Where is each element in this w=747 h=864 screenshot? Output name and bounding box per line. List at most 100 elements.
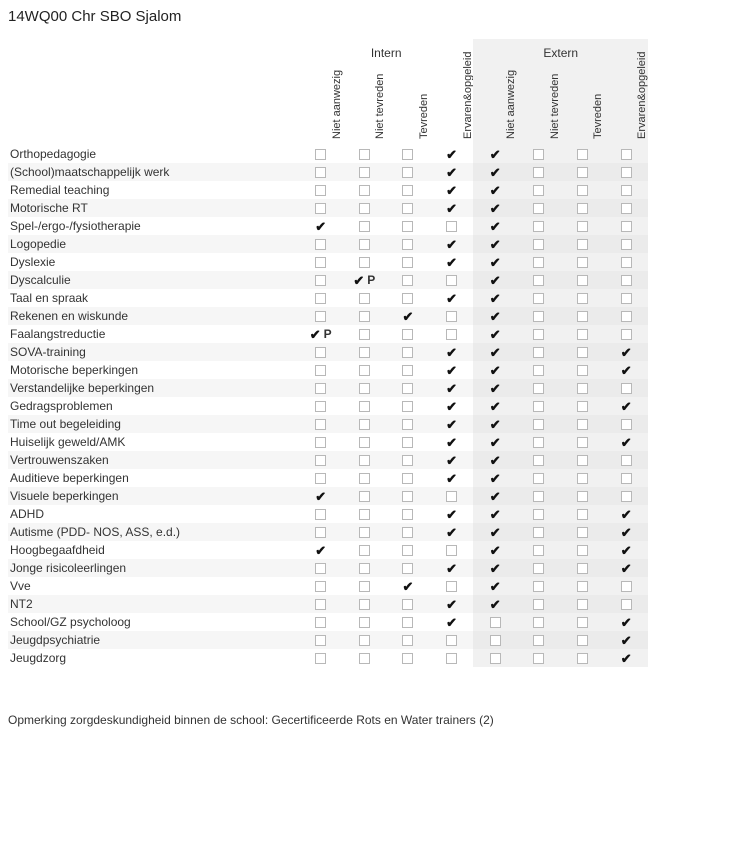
empty-box-icon xyxy=(577,365,588,376)
matrix-cell xyxy=(299,415,343,433)
empty-box-icon xyxy=(577,149,588,160)
matrix-cell xyxy=(561,559,605,577)
table-row: Jeugdpsychiatrie✔ xyxy=(8,631,648,649)
matrix-cell xyxy=(386,523,430,541)
matrix-cell: ✔ xyxy=(604,361,648,379)
matrix-cell: ✔ xyxy=(473,253,517,271)
empty-box-icon xyxy=(533,185,544,196)
empty-box-icon xyxy=(402,401,413,412)
check-icon: ✔ xyxy=(446,617,457,628)
matrix-cell xyxy=(299,307,343,325)
matrix-cell: ✔ xyxy=(473,433,517,451)
check-icon: ✔ xyxy=(490,167,501,178)
matrix-cell xyxy=(604,289,648,307)
check-icon: ✔ xyxy=(446,167,457,178)
empty-box-icon xyxy=(533,617,544,628)
empty-box-icon xyxy=(315,437,326,448)
matrix-cell xyxy=(299,163,343,181)
check-icon: ✔ xyxy=(621,347,632,358)
empty-box-icon xyxy=(577,239,588,250)
matrix-cell xyxy=(343,379,387,397)
empty-box-icon xyxy=(359,347,370,358)
matrix-cell: ✔ xyxy=(430,397,474,415)
matrix-cell xyxy=(473,613,517,631)
matrix-cell xyxy=(517,613,561,631)
matrix-cell xyxy=(386,361,430,379)
matrix-cell xyxy=(604,235,648,253)
row-label: Visuele beperkingen xyxy=(8,487,299,505)
check-icon: ✔ xyxy=(490,563,501,574)
table-row: Motorische beperkingen✔✔✔ xyxy=(8,361,648,379)
matrix-cell: ✔ xyxy=(473,325,517,343)
empty-box-icon xyxy=(315,203,326,214)
matrix-cell xyxy=(299,559,343,577)
matrix-cell: ✔ xyxy=(430,235,474,253)
row-label: Rekenen en wiskunde xyxy=(8,307,299,325)
check-icon: ✔ xyxy=(446,365,457,376)
empty-box-icon xyxy=(315,149,326,160)
empty-box-icon xyxy=(315,527,326,538)
check-icon: ✔ xyxy=(310,329,321,340)
page-title: 14WQ00 Chr SBO Sjalom xyxy=(8,8,739,25)
empty-box-icon xyxy=(533,401,544,412)
matrix-cell: ✔ xyxy=(430,613,474,631)
matrix-cell xyxy=(561,487,605,505)
empty-box-icon xyxy=(446,545,457,556)
matrix-cell xyxy=(604,307,648,325)
check-icon: ✔ xyxy=(621,509,632,520)
empty-box-icon xyxy=(359,167,370,178)
empty-box-icon xyxy=(402,275,413,286)
empty-box-icon xyxy=(359,203,370,214)
matrix-cell xyxy=(299,469,343,487)
matrix-cell: ✔ xyxy=(473,487,517,505)
matrix-cell xyxy=(299,379,343,397)
matrix-cell xyxy=(299,397,343,415)
matrix-cell: ✔ xyxy=(299,487,343,505)
matrix-cell xyxy=(430,577,474,595)
empty-box-icon xyxy=(315,167,326,178)
empty-box-icon xyxy=(315,509,326,520)
matrix-cell: ✔ xyxy=(473,469,517,487)
empty-box-icon xyxy=(315,257,326,268)
matrix-cell xyxy=(561,235,605,253)
row-label: Orthopedagogie xyxy=(8,145,299,163)
matrix-cell: ✔ xyxy=(604,397,648,415)
row-label: Logopedie xyxy=(8,235,299,253)
empty-box-icon xyxy=(315,401,326,412)
table-row: Dyscalculie✔P✔ xyxy=(8,271,648,289)
check-icon: ✔ xyxy=(446,203,457,214)
matrix-cell xyxy=(561,199,605,217)
empty-box-icon xyxy=(533,437,544,448)
matrix-cell xyxy=(561,145,605,163)
empty-box-icon xyxy=(533,365,544,376)
matrix-cell: ✔ xyxy=(430,163,474,181)
matrix-cell xyxy=(517,433,561,451)
check-icon: ✔ xyxy=(621,617,632,628)
empty-box-icon xyxy=(446,653,457,664)
p-flag: P xyxy=(324,327,332,341)
matrix-cell xyxy=(343,451,387,469)
empty-box-icon xyxy=(577,275,588,286)
row-label: Dyslexie xyxy=(8,253,299,271)
matrix-cell: ✔ xyxy=(430,361,474,379)
empty-box-icon xyxy=(315,563,326,574)
matrix-cell xyxy=(343,559,387,577)
check-icon: ✔ xyxy=(621,563,632,574)
matrix-cell xyxy=(561,163,605,181)
matrix-cell: ✔ xyxy=(430,451,474,469)
matrix-cell xyxy=(343,199,387,217)
empty-box-icon xyxy=(533,563,544,574)
matrix-cell: ✔ xyxy=(430,199,474,217)
matrix-cell xyxy=(517,145,561,163)
empty-box-icon xyxy=(402,455,413,466)
matrix-cell: ✔ xyxy=(604,523,648,541)
matrix-cell xyxy=(299,451,343,469)
check-icon: ✔ xyxy=(353,275,364,286)
check-icon: ✔ xyxy=(403,581,414,592)
matrix-cell xyxy=(343,487,387,505)
empty-box-icon xyxy=(577,581,588,592)
empty-box-icon xyxy=(577,617,588,628)
check-icon: ✔ xyxy=(446,185,457,196)
matrix-cell: ✔ xyxy=(473,505,517,523)
check-icon: ✔ xyxy=(315,545,326,556)
